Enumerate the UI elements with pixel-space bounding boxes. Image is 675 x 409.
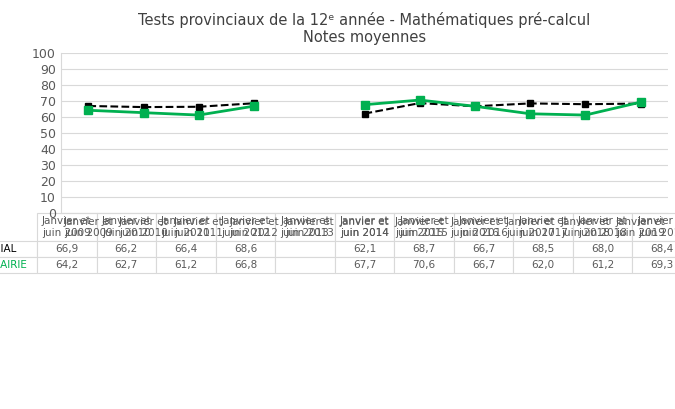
Title: Tests provinciaux de la 12ᵉ année - Mathématiques pré-calcul
Notes moyennes: Tests provinciaux de la 12ᵉ année - Math… bbox=[138, 12, 591, 45]
